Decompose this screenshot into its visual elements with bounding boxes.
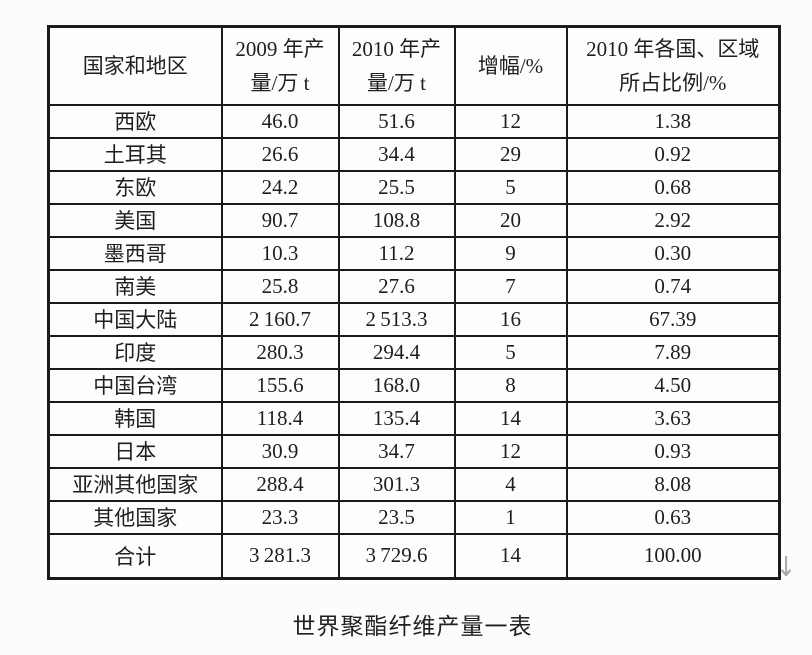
cell-share: 3.63 xyxy=(565,400,781,436)
cell-2009-production: 155.6 xyxy=(220,367,340,403)
cell-growth: 4 xyxy=(453,466,568,502)
cell-2010-production: 34.4 xyxy=(337,136,456,172)
table-row: 墨西哥 10.3 11.2 9 0.30 xyxy=(47,235,781,271)
table-row: 印度 280.3 294.4 5 7.89 xyxy=(47,334,781,370)
table-row: 南美 25.8 27.6 7 0.74 xyxy=(47,268,781,304)
cell-share: 0.74 xyxy=(565,268,781,304)
header-region: 国家和地区 xyxy=(47,25,223,106)
cell-growth: 29 xyxy=(453,136,568,172)
cell-2009-production: 118.4 xyxy=(220,400,340,436)
cell-region: 墨西哥 xyxy=(47,235,223,271)
cell-region: 美国 xyxy=(47,202,223,238)
cell-2010-production: 27.6 xyxy=(337,268,456,304)
cell-growth: 5 xyxy=(453,334,568,370)
table-row: 韩国 118.4 135.4 14 3.63 xyxy=(47,400,781,436)
cell-2009-production: 10.3 xyxy=(220,235,340,271)
table-row-total: 合计 3 281.3 3 729.6 14 100.00 xyxy=(47,532,781,580)
cell-2010-production: 301.3 xyxy=(337,466,456,502)
cell-growth: 9 xyxy=(453,235,568,271)
cell-2010-production: 25.5 xyxy=(337,169,456,205)
cell-2009-production: 25.8 xyxy=(220,268,340,304)
cell-share: 0.92 xyxy=(565,136,781,172)
cell-2010-production: 108.8 xyxy=(337,202,456,238)
cell-2010-production: 2 513.3 xyxy=(337,301,456,337)
cell-growth: 12 xyxy=(453,103,568,139)
cell-2009-production: 280.3 xyxy=(220,334,340,370)
cell-growth: 12 xyxy=(453,433,568,469)
cell-2010-production: 34.7 xyxy=(337,433,456,469)
cell-2009-production: 26.6 xyxy=(220,136,340,172)
table-row: 东欧 24.2 25.5 5 0.68 xyxy=(47,169,781,205)
cell-2010-production: 135.4 xyxy=(337,400,456,436)
cell-2009-production: 46.0 xyxy=(220,103,340,139)
cell-share: 1.38 xyxy=(565,103,781,139)
cell-share: 7.89 xyxy=(565,334,781,370)
cell-2009-production: 3 281.3 xyxy=(220,532,340,580)
table-row: 中国台湾 155.6 168.0 8 4.50 xyxy=(47,367,781,403)
cell-2009-production: 30.9 xyxy=(220,433,340,469)
cell-region: 亚洲其他国家 xyxy=(47,466,223,502)
cell-share: 0.68 xyxy=(565,169,781,205)
cell-2009-production: 288.4 xyxy=(220,466,340,502)
cell-region: 印度 xyxy=(47,334,223,370)
cell-2010-production: 51.6 xyxy=(337,103,456,139)
cell-share: 4.50 xyxy=(565,367,781,403)
cell-region: 其他国家 xyxy=(47,499,223,535)
cell-share: 67.39 xyxy=(565,301,781,337)
cell-share: 2.92 xyxy=(565,202,781,238)
cell-region: 韩国 xyxy=(47,400,223,436)
table-row: 土耳其 26.6 34.4 29 0.92 xyxy=(47,136,781,172)
cell-share: 8.08 xyxy=(565,466,781,502)
cell-2010-production: 11.2 xyxy=(337,235,456,271)
production-table: 国家和地区 2009 年产 量/万 t 2010 年产 量/万 t 增幅/% 201… xyxy=(47,25,781,580)
table-row: 其他国家 23.3 23.5 1 0.63 xyxy=(47,499,781,535)
cell-2009-production: 90.7 xyxy=(220,202,340,238)
table-caption: 世界聚酯纤维产量一表 xyxy=(292,614,533,639)
table-row: 美国 90.7 108.8 20 2.92 xyxy=(47,202,781,238)
header-2010-production: 2010 年产 量/万 t xyxy=(337,25,456,106)
cell-region: 南美 xyxy=(47,268,223,304)
cell-2009-production: 23.3 xyxy=(220,499,340,535)
header-2009-production: 2009 年产 量/万 t xyxy=(220,25,340,106)
cell-region: 西欧 xyxy=(47,103,223,139)
header-growth: 增幅/% xyxy=(453,25,568,106)
cell-region: 中国大陆 xyxy=(47,301,223,337)
cell-2010-production: 3 729.6 xyxy=(337,532,456,580)
table-row: 西欧 46.0 51.6 12 1.38 xyxy=(47,103,781,139)
table-header-row: 国家和地区 2009 年产 量/万 t 2010 年产 量/万 t 增幅/% 201… xyxy=(47,25,781,106)
cell-region: 合计 xyxy=(47,532,223,580)
cell-growth: 14 xyxy=(453,400,568,436)
cell-2009-production: 2 160.7 xyxy=(220,301,340,337)
cell-growth: 7 xyxy=(453,268,568,304)
table-row: 亚洲其他国家 288.4 301.3 4 8.08 xyxy=(47,466,781,502)
line-break-mark-icon: ↓ xyxy=(776,550,797,584)
cell-growth: 16 xyxy=(453,301,568,337)
cell-growth: 1 xyxy=(453,499,568,535)
cell-share: 0.93 xyxy=(565,433,781,469)
table-row: 日本 30.9 34.7 12 0.93 xyxy=(47,433,781,469)
cell-2010-production: 23.5 xyxy=(337,499,456,535)
cell-region: 中国台湾 xyxy=(47,367,223,403)
cell-region: 东欧 xyxy=(47,169,223,205)
header-share: 2010 年各国、区域 所占比例/% xyxy=(565,25,781,106)
cell-growth: 5 xyxy=(453,169,568,205)
table-row: 中国大陆 2 160.7 2 513.3 16 67.39 xyxy=(47,301,781,337)
cell-2010-production: 294.4 xyxy=(337,334,456,370)
cell-share: 100.00 xyxy=(565,532,781,580)
cell-2009-production: 24.2 xyxy=(220,169,340,205)
cell-share: 0.30 xyxy=(565,235,781,271)
cell-growth: 14 xyxy=(453,532,568,580)
cell-growth: 8 xyxy=(453,367,568,403)
cell-region: 土耳其 xyxy=(47,136,223,172)
cell-region: 日本 xyxy=(47,433,223,469)
cell-growth: 20 xyxy=(453,202,568,238)
cell-share: 0.63 xyxy=(565,499,781,535)
cell-2010-production: 168.0 xyxy=(337,367,456,403)
